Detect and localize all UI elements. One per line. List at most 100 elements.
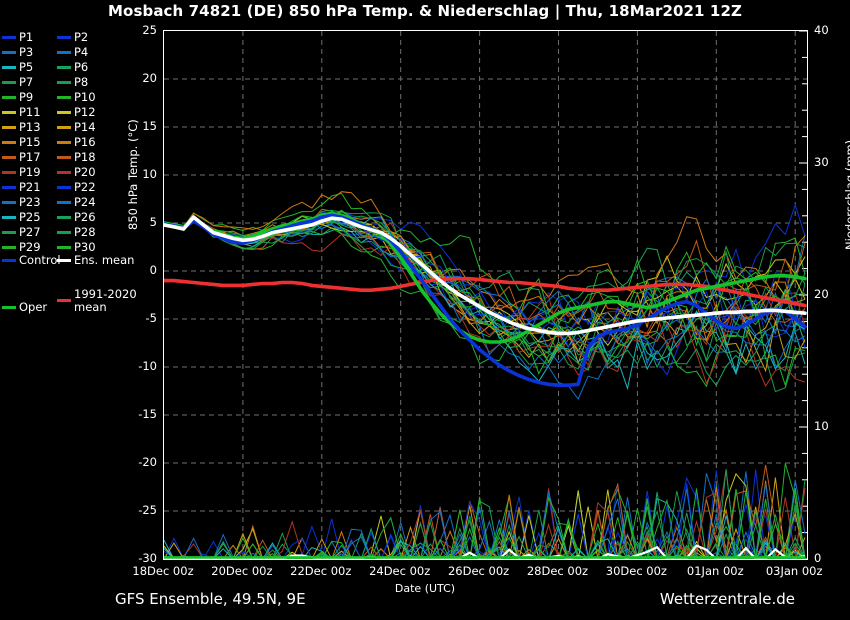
legend-item-p3[interactable]: P3 [2, 45, 41, 60]
legend-item-p10[interactable]: P10 [57, 90, 96, 105]
y-axis-left: 25 20 15 10 5 0 -5 -10 -15 -20 -25 -30 [113, 23, 157, 565]
y-axis-left-tick: 0 [149, 263, 157, 277]
legend-item-label: P22 [74, 179, 96, 194]
member-color-swatch [2, 111, 16, 114]
ens-mean-color-swatch [57, 259, 71, 263]
legend-item-p13[interactable]: P13 [2, 120, 41, 135]
x-axis-tick: 30Dec 00z [605, 564, 667, 578]
ensemble-member-p10 [164, 217, 806, 388]
legend-item-p6[interactable]: P6 [57, 60, 96, 75]
precipitation-member-p17 [164, 464, 805, 559]
legend-item-label: P6 [74, 59, 89, 74]
legend-item-p16[interactable]: P16 [57, 135, 96, 150]
y-axis-left-tick: 5 [149, 215, 157, 229]
legend-item-p25[interactable]: P25 [2, 210, 41, 225]
member-color-swatch [2, 96, 16, 99]
member-color-swatch [2, 231, 16, 234]
temperature-line-1991-2020-mean [164, 276, 807, 308]
ensemble-member-p18 [164, 208, 806, 354]
precipitation-member-p2 [164, 470, 806, 559]
legend-item-p24[interactable]: P24 [57, 195, 96, 210]
legend-item-label: P14 [74, 119, 96, 134]
member-color-swatch [57, 186, 71, 189]
member-color-swatch [57, 36, 71, 39]
legend-item-p23[interactable]: P23 [2, 195, 41, 210]
legend-item-p8[interactable]: P8 [57, 75, 96, 90]
legend-item-label: P20 [74, 164, 96, 179]
legend-item-control[interactable]: Control [2, 253, 61, 267]
member-color-swatch [57, 231, 71, 234]
y-axis-right-tick: 30 [814, 155, 829, 169]
legend-item-p4[interactable]: P4 [57, 45, 96, 60]
page-title: Mosbach 74821 (DE) 850 hPa Temp. & Niede… [108, 2, 742, 20]
y-axis-left-tick: -25 [138, 503, 157, 517]
legend-item-control-label: Control [19, 253, 61, 267]
legend-item-p7[interactable]: P7 [2, 75, 41, 90]
legend-item-p1[interactable]: P1 [2, 30, 41, 45]
legend-item-label: P27 [19, 224, 41, 239]
legend-item-p17[interactable]: P17 [2, 150, 41, 165]
member-color-swatch [57, 51, 71, 54]
legend-item-climate[interactable]: 1991-2020 mean [57, 288, 140, 313]
y-axis-right-tick: 0 [814, 551, 822, 565]
legend-item-p28[interactable]: P28 [57, 225, 96, 240]
y-axis-left-tick: -5 [145, 311, 157, 325]
legend-item-label: P15 [19, 134, 41, 149]
legend-item-label: P9 [19, 89, 34, 104]
member-color-swatch [57, 66, 71, 69]
precipitation-member-p5 [164, 491, 805, 559]
legend-item-p30[interactable]: P30 [57, 240, 96, 255]
y-axis-left-tick: 25 [142, 23, 157, 37]
x-axis-tick: 18Dec 00z [132, 564, 194, 578]
legend-item-p27[interactable]: P27 [2, 225, 41, 240]
member-color-swatch [2, 246, 16, 249]
y-axis-left-tick: 15 [142, 119, 157, 133]
legend-item-p21[interactable]: P21 [2, 180, 41, 195]
member-color-swatch [57, 81, 71, 84]
member-color-swatch [2, 201, 16, 204]
legend-item-climate-label: 1991-2020 mean [74, 287, 137, 314]
legend-item-p2[interactable]: P2 [57, 30, 96, 45]
legend-item-p5[interactable]: P5 [2, 60, 41, 75]
legend-item-p15[interactable]: P15 [2, 135, 41, 150]
precipitation-member-p30 [164, 496, 806, 559]
chart-plot-area [163, 30, 808, 560]
x-axis-tick: 26Dec 00z [447, 564, 510, 578]
y-axis-right-tick: 10 [814, 419, 829, 433]
legend-item-p11[interactable]: P11 [2, 105, 41, 120]
ensemble-member-p16 [164, 191, 806, 328]
y-axis-left-tick: 20 [142, 71, 157, 85]
member-color-swatch [2, 126, 16, 129]
member-color-swatch [2, 141, 16, 144]
member-color-swatch [2, 51, 16, 54]
legend-item-p20[interactable]: P20 [57, 165, 96, 180]
legend-item-label: P28 [74, 224, 96, 239]
y-axis-left-tick: 10 [142, 167, 157, 181]
legend-item-p9[interactable]: P9 [2, 90, 41, 105]
legend-item-oper[interactable]: Oper [2, 301, 47, 314]
temperature-line-ens-mean [164, 215, 807, 336]
legend-item-p22[interactable]: P22 [57, 180, 96, 195]
temperature-line-oper [164, 211, 807, 344]
legend-item-p26[interactable]: P26 [57, 210, 96, 225]
member-color-swatch [57, 141, 71, 144]
legend-column-even: P2 P4 P6 P8 P10 P12 P14 P16 P18 P20 P22 P24 P26 P28 P3… [57, 30, 96, 255]
legend-item-p18[interactable]: P18 [57, 150, 96, 165]
footer-source: Wetterzentrale.de [659, 590, 795, 608]
member-color-swatch [57, 246, 71, 249]
x-axis-title: Date (UTC) [394, 582, 456, 595]
member-color-swatch [2, 81, 16, 84]
member-color-swatch [57, 201, 71, 204]
member-color-swatch [57, 126, 71, 129]
legend-item-ens-mean[interactable]: Ens. mean [57, 254, 134, 267]
legend-item-label: P24 [74, 194, 96, 209]
legend-item-p19[interactable]: P19 [2, 165, 41, 180]
legend-item-label: P16 [74, 134, 96, 149]
legend-item-p14[interactable]: P14 [57, 120, 96, 135]
precipitation-member-p10 [164, 485, 806, 559]
legend-item-label: P18 [74, 149, 96, 164]
legend-item-p29[interactable]: P29 [2, 240, 41, 255]
legend-item-p12[interactable]: P12 [57, 105, 96, 120]
legend-item-label: P25 [19, 209, 41, 224]
precipitation-member-p24 [164, 488, 805, 559]
